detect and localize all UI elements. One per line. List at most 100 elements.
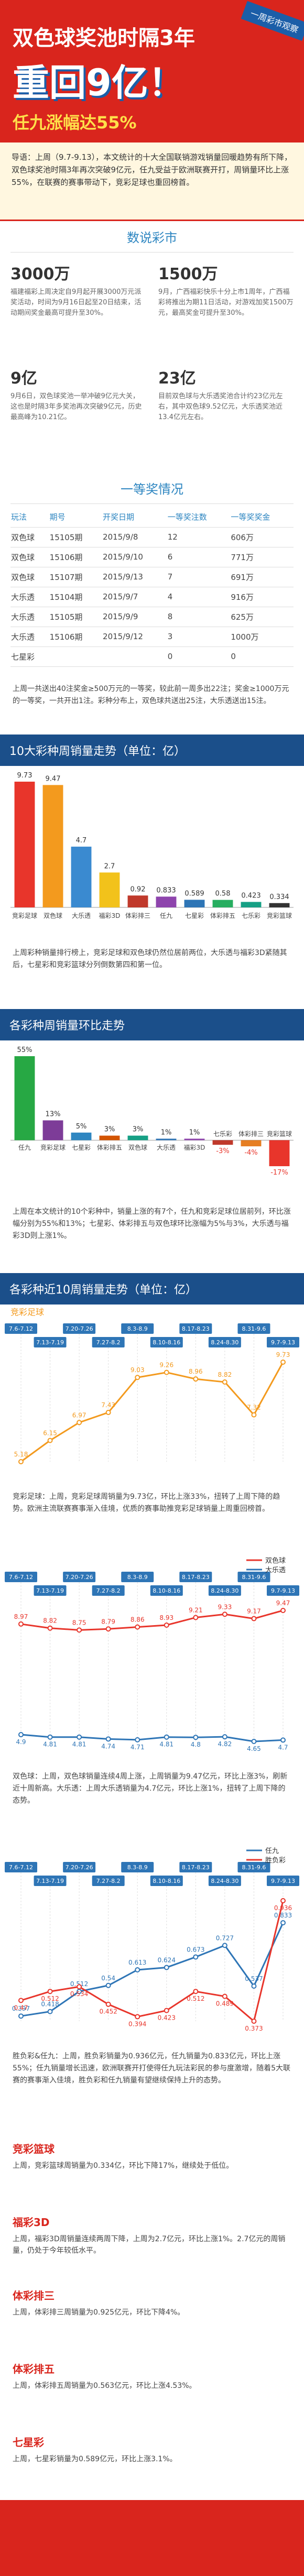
- value-label: 4.71: [131, 1744, 145, 1751]
- row: 大乐透 15104期 2015/9/7 4 916万: [10, 587, 294, 607]
- value-label: 9.73: [17, 772, 32, 780]
- point: [18, 1459, 24, 1464]
- bar: [156, 896, 177, 907]
- x-tick-label: 7.20-7.26: [66, 1864, 93, 1871]
- series-label: 竞彩足球: [10, 1307, 44, 1317]
- x-tick-label: 任九: [18, 1144, 31, 1151]
- bar: [184, 900, 205, 907]
- value-label: 0.537: [245, 1975, 263, 1982]
- point: [18, 1732, 24, 1738]
- series-line: [20, 1900, 284, 2023]
- value-label: 13%: [46, 1111, 61, 1119]
- x-label-box: [208, 1876, 241, 1886]
- value-label: 2.7: [104, 862, 115, 870]
- value-label: 0.397: [12, 2005, 30, 2012]
- stat-value: 9亿: [10, 369, 37, 388]
- row: 双色球 15107期 2015/9/13 7 691万: [10, 567, 294, 587]
- x-label-box: [150, 1337, 183, 1347]
- footer: [0, 2500, 304, 2576]
- column-header: 一等奖注数: [167, 507, 231, 528]
- x-tick-label: 竞彩足球: [12, 912, 37, 919]
- x-label-box: [34, 1876, 67, 1886]
- row: 双色球 15105期 2015/9/8 12 606万: [10, 527, 294, 547]
- series-line: [20, 1734, 284, 1742]
- x-tick-label: 8.3-8.9: [127, 1574, 148, 1581]
- bar: [269, 903, 290, 907]
- cell: 大乐透: [10, 627, 49, 647]
- table: 玩法 期号 开奖日期 一等奖注数 一等奖奖金 双色球 15105期 2015/9/8 12 606…: [10, 507, 294, 667]
- x-tick-label: 8.17-8.23: [182, 1864, 210, 1871]
- stat: 9亿 9月6日，双色球奖池一举冲破9亿元大关，这也是时隔3年多奖池再次突破9亿元，…: [10, 365, 146, 464]
- cell: 2015/9/8: [102, 527, 167, 547]
- column-header: 一等奖奖金: [230, 507, 294, 528]
- x-label-box: [179, 1572, 212, 1582]
- cell: 1000万: [230, 627, 294, 647]
- title-line2: 重回9亿！: [13, 61, 185, 104]
- x-label-box: [34, 1585, 67, 1596]
- point: [77, 1627, 82, 1633]
- bar: [71, 1132, 92, 1141]
- value-label: 4.81: [43, 1741, 57, 1748]
- value-label: 0.47: [14, 2004, 28, 2011]
- x-tick-label: 福彩3D: [184, 1143, 205, 1151]
- x-tick-label: 7.20-7.26: [66, 1574, 93, 1581]
- value-label: 4.74: [101, 1742, 115, 1750]
- cell: 七星彩: [10, 646, 49, 667]
- point: [18, 1998, 24, 2003]
- value-label: 4.7: [278, 1744, 288, 1751]
- point: [135, 1375, 140, 1380]
- x-tick-label: 七乐彩: [242, 912, 260, 919]
- bar: [127, 1135, 148, 1141]
- point: [164, 1369, 169, 1375]
- x-label-box: [63, 1862, 96, 1872]
- value-label: 8.93: [159, 1614, 173, 1621]
- row: 双色球 15106期 2015/9/10 6 771万: [10, 547, 294, 567]
- cell: 3: [167, 627, 231, 647]
- intro: 导语：上周（9.7-9.13），本文统计的十大全国联销游戏销量回暖趋势有所下降，…: [0, 142, 304, 221]
- x-tick-label: 体彩排三: [125, 912, 150, 919]
- column-header: 玩法: [10, 507, 49, 528]
- point: [18, 1621, 24, 1627]
- cell: 15107期: [49, 567, 103, 587]
- x-tick-label: 8.24-8.30: [211, 1878, 238, 1884]
- cell: 15104期: [49, 587, 103, 607]
- x-label-box: [267, 1876, 299, 1886]
- value-label: 1%: [189, 1129, 200, 1137]
- point: [251, 2019, 257, 2024]
- value-label: 4.82: [218, 1740, 232, 1748]
- games: 竞彩篮球 上周，竞彩篮球周销量为0.334亿，环比下降17%，继续处于低位。 福彩3…: [0, 2133, 304, 2500]
- game-text: 上周，体彩排五周销量为0.563亿元，环比上涨4.53%。: [13, 2382, 197, 2390]
- value-label: 0.534: [70, 1990, 88, 1998]
- point: [135, 2014, 140, 2020]
- x-tick-label: 七星彩: [185, 912, 204, 919]
- point: [280, 1898, 286, 1903]
- value-label: 0.512: [187, 1995, 204, 2002]
- value-label: 3%: [104, 1126, 115, 1134]
- x-label-box: [92, 1337, 125, 1347]
- chart-title: 各彩种近10周销量走势（单位：亿）: [0, 1273, 304, 1305]
- x-tick-label: 8.3-8.9: [127, 1325, 148, 1332]
- value-label: 0.373: [245, 2025, 263, 2032]
- value-label: 3%: [133, 1126, 144, 1134]
- game-name: 竞彩篮球: [13, 2143, 55, 2155]
- x-tick-label: 七星彩: [72, 1144, 91, 1151]
- cell: 2015/9/9: [102, 607, 167, 627]
- chart-title: 10大彩种周销量走势（单位：亿）: [0, 735, 304, 766]
- point: [251, 1983, 257, 1989]
- value-label: 5%: [76, 1123, 87, 1131]
- point: [222, 1993, 227, 1999]
- point: [222, 1943, 227, 1948]
- bar: [184, 1138, 205, 1141]
- x-tick-label: 9.7-9.13: [271, 1339, 295, 1346]
- point: [77, 1984, 82, 1990]
- chart: 7.6-7.127.13-7.197.20-7.267.27-8.2 8.3-8.…: [5, 1307, 299, 1464]
- bar: [127, 895, 148, 907]
- x-tick-label: 8.10-8.16: [153, 1339, 180, 1346]
- value-label: 5.18: [14, 1451, 28, 1458]
- bar: [241, 1140, 262, 1147]
- x-label-box: [121, 1323, 154, 1334]
- value-label: 0.423: [241, 892, 260, 900]
- value-label: 0.589: [184, 890, 204, 897]
- cell: 625万: [230, 607, 294, 627]
- prize-table: 玩法 期号 开奖日期 一等奖注数 一等奖奖金 双色球 15105期 2015/9/8 12 606…: [0, 504, 304, 677]
